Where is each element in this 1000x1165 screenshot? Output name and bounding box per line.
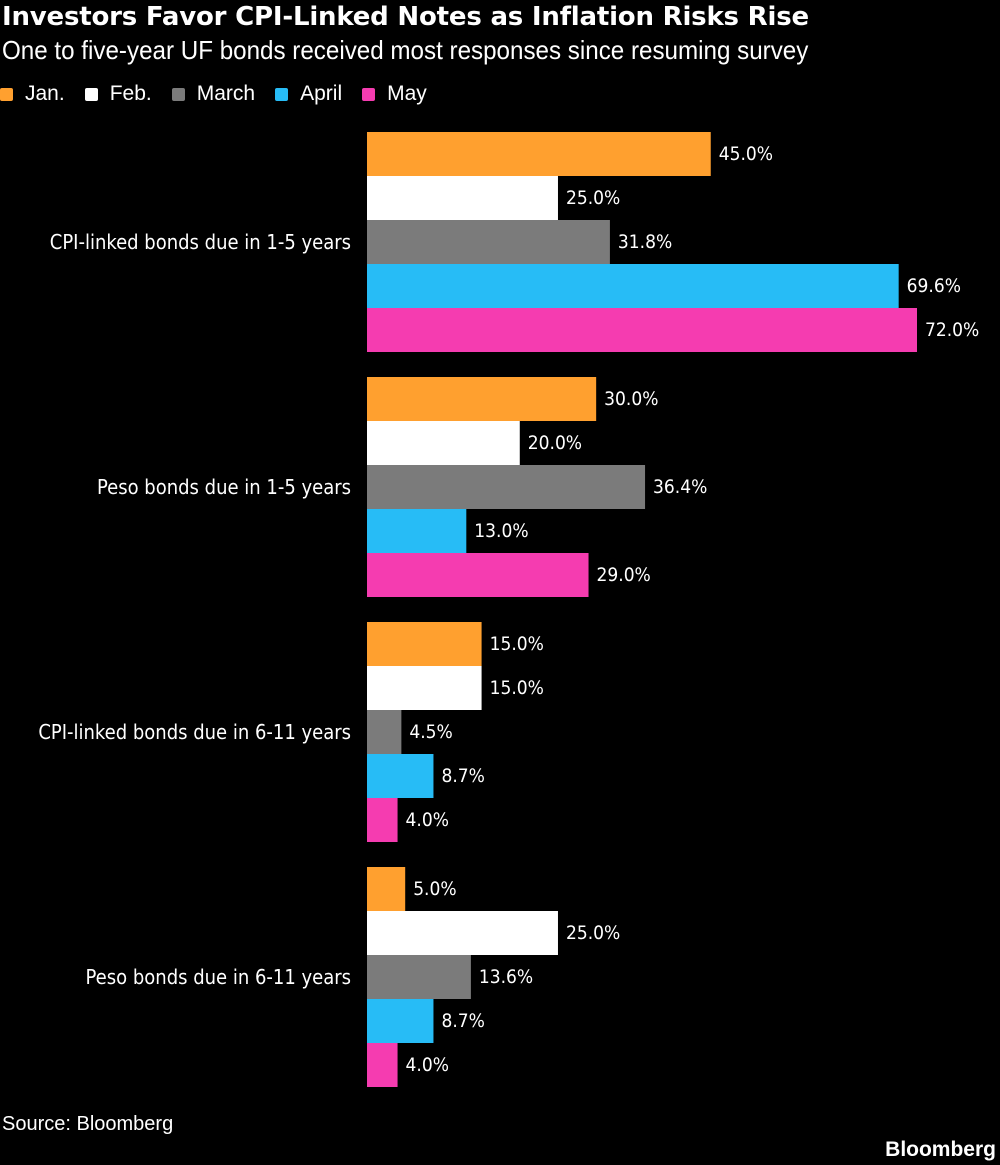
legend-swatch — [0, 87, 13, 101]
bar — [367, 377, 597, 421]
chart-title: Investors Favor CPI-Linked Notes as Infl… — [2, 2, 809, 32]
bar-value-label: 31.8% — [618, 231, 672, 253]
bar — [367, 955, 471, 999]
bar-value-label: 29.0% — [597, 564, 651, 586]
bar-value-label: 4.5% — [409, 721, 452, 743]
category-label: CPI-linked bonds due in 6-11 years — [38, 720, 351, 744]
brand-logo: Bloomberg — [885, 1138, 996, 1161]
bar — [367, 132, 711, 176]
legend-label: April — [300, 82, 343, 105]
bar — [367, 666, 482, 710]
legend-label: May — [387, 82, 427, 105]
bar — [367, 754, 434, 798]
bar-value-label: 25.0% — [566, 187, 620, 209]
legend-item: May — [362, 82, 427, 106]
bar — [367, 911, 558, 955]
bar — [367, 798, 398, 842]
bar-value-label: 15.0% — [490, 633, 544, 655]
legend-swatch — [362, 87, 376, 101]
bar-value-label: 25.0% — [566, 922, 620, 944]
legend-item: April — [275, 82, 342, 106]
bar-value-label: 8.7% — [441, 1010, 484, 1032]
bar-value-label: 4.0% — [406, 809, 449, 831]
bar — [367, 509, 467, 553]
bar — [367, 264, 899, 308]
bar-value-label: 36.4% — [653, 476, 707, 498]
bar — [367, 421, 520, 465]
bar — [367, 710, 402, 754]
bar — [367, 1043, 398, 1087]
bar-value-label: 69.6% — [907, 275, 961, 297]
legend-label: Jan. — [25, 82, 65, 105]
bar-value-label: 13.6% — [479, 966, 533, 988]
bar — [367, 622, 482, 666]
bar-value-label: 13.0% — [474, 520, 528, 542]
bar-value-label: 5.0% — [413, 878, 456, 900]
source-note: Source: Bloomberg — [2, 1113, 174, 1135]
bar — [367, 176, 558, 220]
bar — [367, 220, 610, 264]
bar — [367, 553, 589, 597]
bar — [367, 465, 646, 509]
legend-item: March — [171, 82, 256, 106]
legend-swatch — [171, 87, 185, 101]
bar-value-label: 4.0% — [406, 1054, 449, 1076]
chart-subtitle: One to five-year UF bonds received most … — [2, 35, 809, 65]
legend-label: Feb. — [109, 82, 152, 105]
category-label: Peso bonds due in 1-5 years — [97, 475, 351, 499]
category-label: Peso bonds due in 6-11 years — [86, 965, 351, 989]
bar-value-label: 30.0% — [604, 388, 658, 410]
category-label: CPI-linked bonds due in 1-5 years — [50, 230, 351, 254]
bar-value-label: 72.0% — [925, 319, 979, 341]
legend-item: Jan. — [0, 82, 65, 106]
legend: Jan. Feb. March April May — [0, 81, 447, 107]
legend-item: Feb. — [84, 82, 152, 106]
bar-value-label: 45.0% — [719, 143, 773, 165]
bar — [367, 999, 434, 1043]
bar — [367, 308, 917, 352]
bar-value-label: 15.0% — [490, 677, 544, 699]
legend-swatch — [275, 87, 289, 101]
legend-swatch — [84, 87, 98, 101]
bar-value-label: 8.7% — [441, 765, 484, 787]
bar-value-label: 20.0% — [528, 432, 582, 454]
legend-label: March — [196, 82, 256, 105]
bar — [367, 867, 406, 911]
